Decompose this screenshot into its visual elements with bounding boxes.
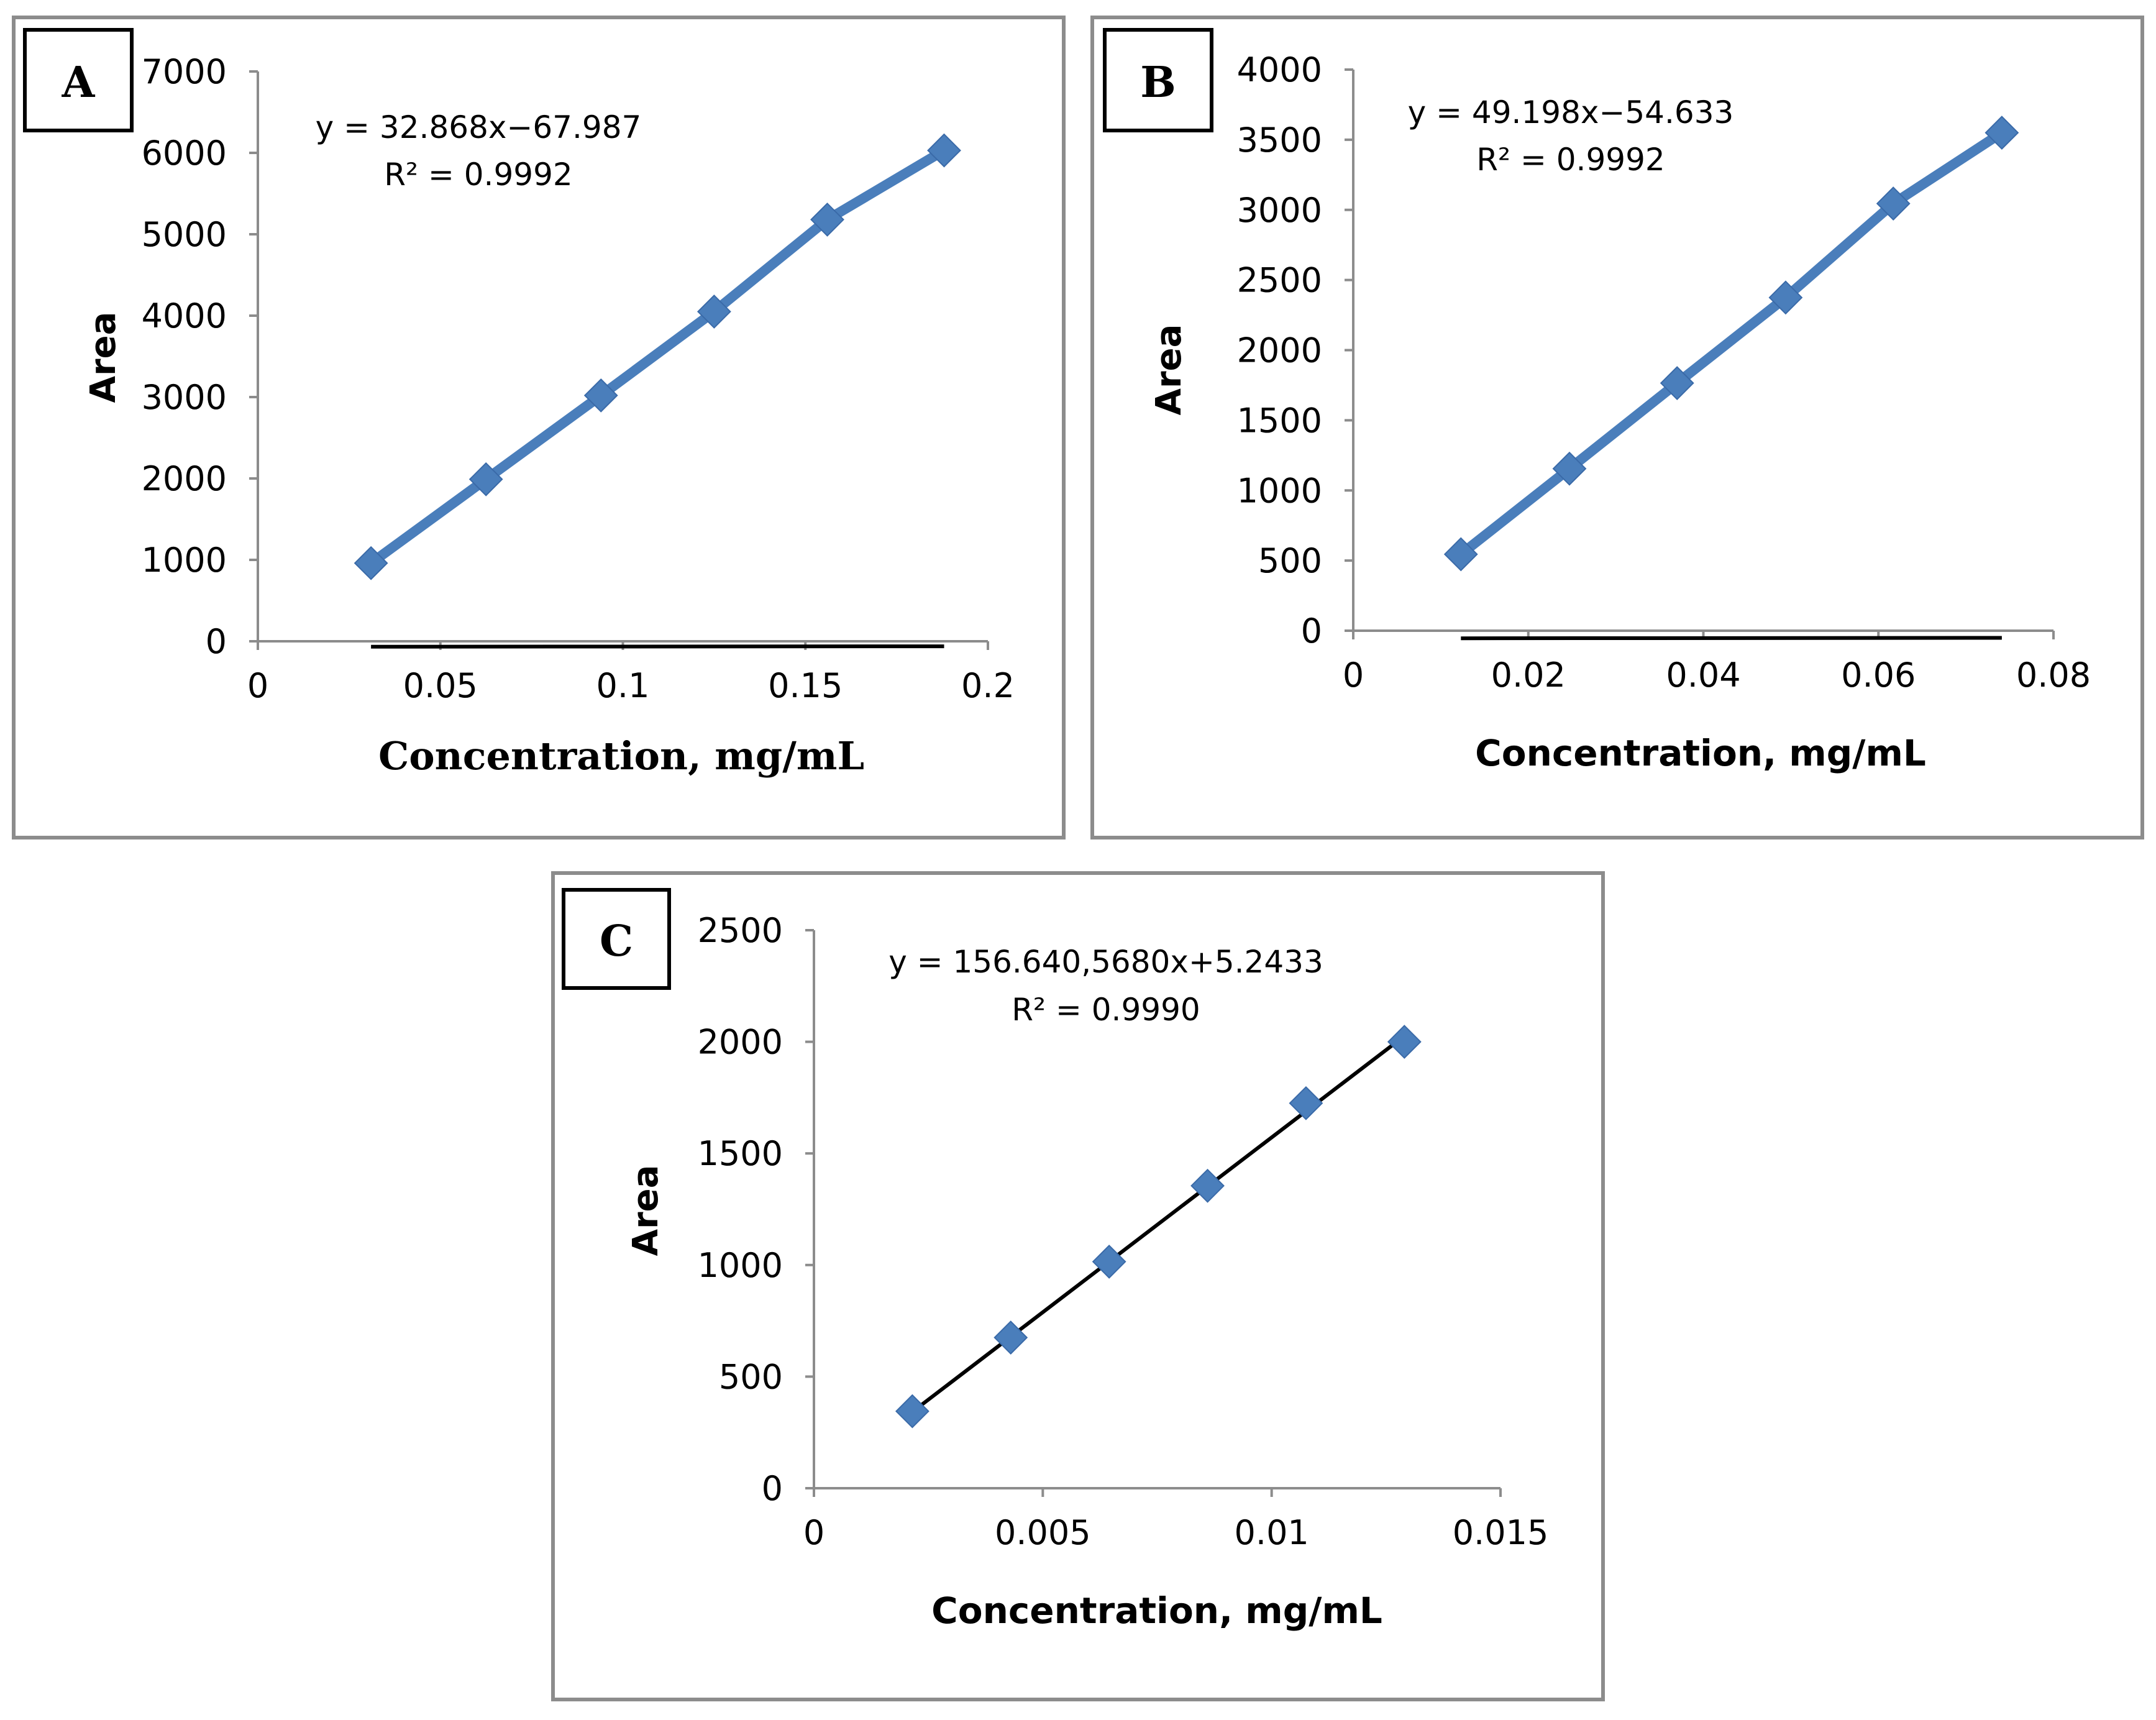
panel-a-data-point <box>583 378 618 413</box>
panel-c-data-point <box>1387 1025 1422 1059</box>
panel-b-x-tick-label: 0.02 <box>1491 656 1566 695</box>
panel-a-label-box <box>23 28 134 132</box>
panel-b-y-tick-label: 500 <box>1258 541 1322 580</box>
panel-a-x-tick-label: 0.2 <box>961 666 1015 705</box>
panel-b-y-tick-label: 4000 <box>1237 50 1322 89</box>
panel-a-y-tick-label: 0 <box>206 622 227 661</box>
panel-a-x-tick-label: 0.15 <box>768 666 843 705</box>
panel-a-plot: 0 1000 2000 3000 4000 5000 6000 7000 0 0.05 0.1 0.1… <box>142 52 1015 705</box>
panel-a-x-tick-label: 0 <box>247 666 268 705</box>
panel-c-x-tick-label: 0.01 <box>1235 1513 1309 1552</box>
panel-c-data-point <box>1190 1168 1225 1203</box>
panel-c-x-tick-label: 0.005 <box>995 1513 1091 1552</box>
panel-a-equation: y = 32.868x−67.987 <box>316 109 642 145</box>
panel-b-label: B <box>1140 58 1176 108</box>
panel-b-x-tick-label: 0.04 <box>1666 656 1740 695</box>
panel-b-x-tick-label: 0.06 <box>1841 656 1916 695</box>
panel-a-series-line <box>368 146 947 567</box>
panel-b-y-tick-label: 2000 <box>1237 331 1322 370</box>
panel-a-y-tick-label: 7000 <box>142 52 227 91</box>
panel-a-trendline <box>371 644 944 649</box>
panel-b-y-axis-label: Area <box>1149 324 1189 416</box>
panel-b-data-point <box>1443 537 1478 572</box>
panel-b-y-tick-label: 1000 <box>1237 471 1322 510</box>
panel-a-label: A <box>62 58 96 108</box>
panel-b-y-tick-label: 1500 <box>1237 401 1322 440</box>
panel-b-x-tick-label: 0.08 <box>2016 656 2091 695</box>
panel-a-r-squared: R² = 0.9992 <box>384 157 572 193</box>
panel-c-plot: 0 500 1000 1500 2000 2500 0 0.005 0.01 0.015 <box>698 911 1549 1552</box>
panel-a-frame <box>12 16 1066 839</box>
panel-b-r-squared: R² = 0.9992 <box>1476 142 1665 178</box>
panel-b-trendline <box>1461 636 2002 641</box>
panel-a-data-point <box>810 203 844 237</box>
panel-c-y-tick-label: 1500 <box>698 1134 783 1173</box>
panel-c-data-point <box>993 1320 1028 1355</box>
panel-a-y-tick-label: 4000 <box>142 296 227 336</box>
panel-a-y-tick-label: 5000 <box>142 215 227 254</box>
panel-b-series-line <box>1458 128 2005 559</box>
panel-c-x-axis-label: Concentration, mg/mL <box>931 1590 1382 1632</box>
panel-c-equation: y = 156.640,5680x+5.2433 <box>888 944 1323 980</box>
panel-a-y-tick-label: 6000 <box>142 134 227 173</box>
panel-c-y-tick-label: 1000 <box>698 1246 783 1285</box>
panel-b-data-point <box>1552 451 1587 486</box>
panel-c-x-tick-label: 0.015 <box>1453 1513 1549 1552</box>
panel-b-y-tick-label: 0 <box>1301 611 1322 651</box>
panel-c-r-squared: R² = 0.9990 <box>1012 992 1200 1028</box>
panel-b-data-point <box>1985 116 2019 150</box>
panel-b-label-box <box>1103 28 1213 132</box>
panel-c-y-tick-label: 2500 <box>698 911 783 950</box>
panel-c-data-point <box>1092 1244 1126 1279</box>
panel-c-y-tick-label: 2000 <box>698 1023 783 1062</box>
panel-c-data-point <box>1289 1086 1323 1120</box>
panel-b-x-axis-label: Concentration, mg/mL <box>1475 732 1926 774</box>
panel-a-data-point <box>927 133 961 168</box>
panel-b-x-tick-label: 0 <box>1343 656 1364 695</box>
panel-a-data-point <box>354 546 388 580</box>
panel-b-y-tick-label: 3500 <box>1237 121 1322 160</box>
panel-c-data-point <box>895 1394 930 1429</box>
panel-a-y-tick-label: 1000 <box>142 541 227 580</box>
panel-a-data-point <box>468 462 503 496</box>
panel-b-data-point <box>1660 366 1694 400</box>
panel-a-y-axis-label: Area <box>83 312 124 403</box>
panel-a-x-tick-label: 0.05 <box>403 666 478 705</box>
panel-c-x-tick-label: 0 <box>803 1513 824 1552</box>
panel-b-equation: y = 49.198x−54.633 <box>1408 94 1734 130</box>
panel-a-data-point <box>697 295 731 329</box>
panel-c: C 0 500 1000 1500 2000 2500 0 0.005 0.01 0.015 Co… <box>551 871 1605 1701</box>
panel-a-x-axis-label: Concentration, mg/mL <box>378 733 864 779</box>
panel-b-y-tick-label: 3000 <box>1237 191 1322 230</box>
panel-c-label-box <box>562 888 671 990</box>
panel-b-y-tick-label: 2500 <box>1237 261 1322 300</box>
panel-a-y-tick-label: 3000 <box>142 378 227 417</box>
panel-a-x-tick-label: 0.1 <box>596 666 650 705</box>
panel-c-trendline <box>911 1034 1406 1414</box>
panel-b-data-point <box>1768 280 1803 315</box>
panel-b-data-point <box>1876 186 1911 221</box>
panel-c-y-tick-label: 0 <box>762 1469 783 1508</box>
panel-b-plot: 0 500 1000 1500 2000 2500 3000 3500 4000 0 0.02 0.0… <box>1237 50 2091 695</box>
panel-c-label: C <box>600 917 633 966</box>
panel-a-y-tick-label: 2000 <box>142 459 227 498</box>
panel-c-y-axis-label: Area <box>626 1165 666 1256</box>
panel-c-y-tick-label: 500 <box>719 1357 783 1396</box>
